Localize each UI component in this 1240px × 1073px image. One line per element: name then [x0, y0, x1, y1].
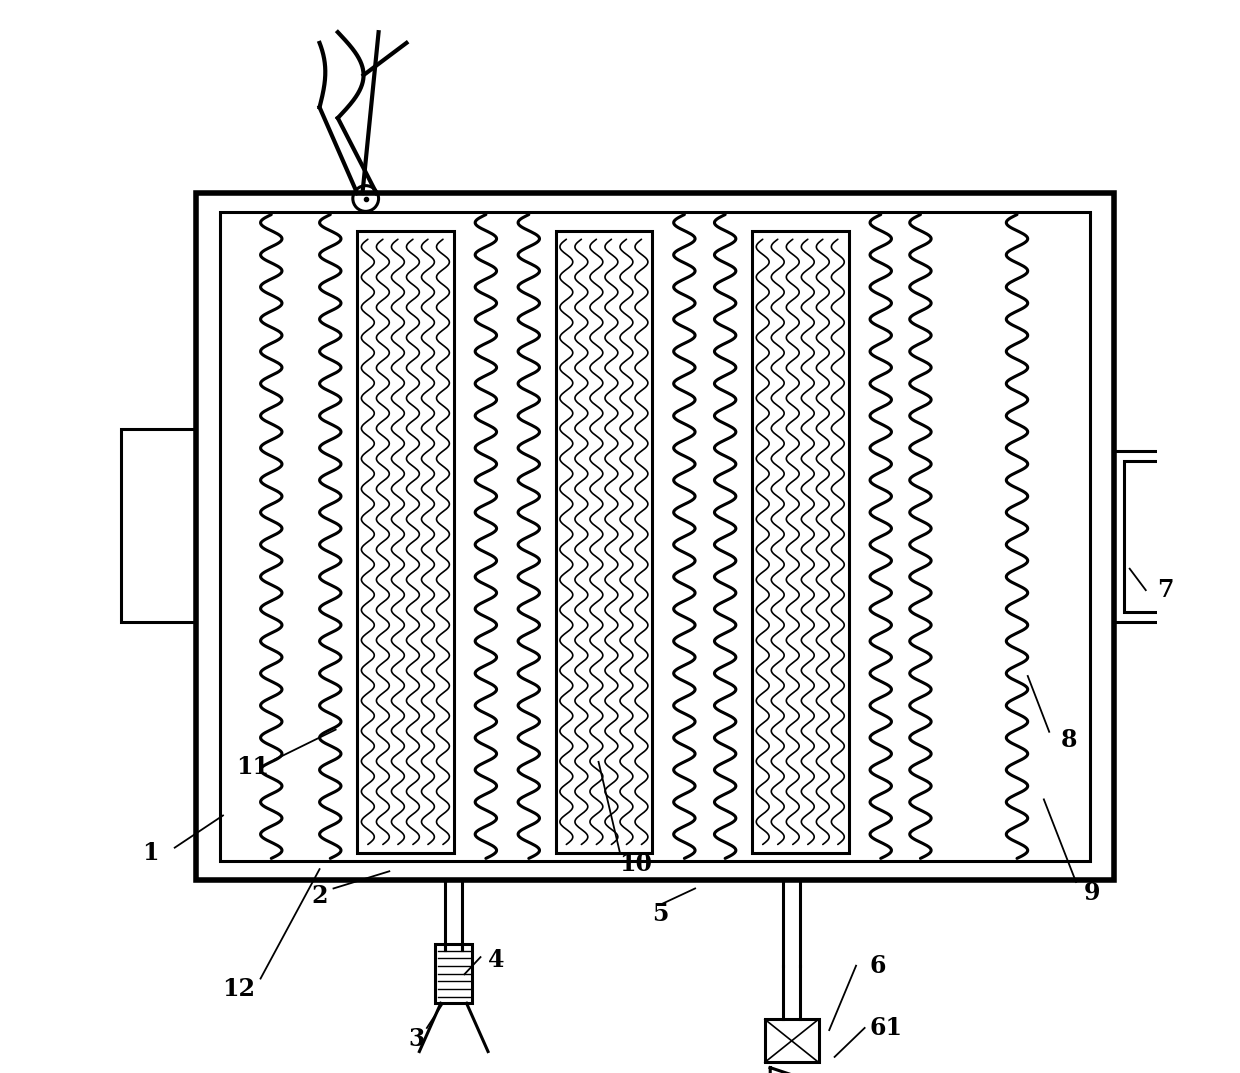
Bar — [1114, 451, 1183, 622]
Bar — [219, 212, 1090, 861]
Text: 5: 5 — [652, 902, 668, 926]
Text: 10: 10 — [620, 852, 652, 876]
Text: 7: 7 — [1157, 578, 1173, 602]
Text: 4: 4 — [489, 949, 505, 972]
Text: 12: 12 — [223, 978, 255, 1001]
Text: 6: 6 — [869, 954, 885, 978]
Bar — [122, 429, 196, 622]
Text: 11: 11 — [237, 755, 269, 779]
Bar — [751, 231, 848, 853]
Bar — [556, 231, 652, 853]
Bar — [196, 193, 1114, 880]
Text: 3: 3 — [408, 1027, 424, 1050]
Bar — [1125, 461, 1169, 612]
Bar — [357, 231, 454, 853]
Text: 1: 1 — [141, 841, 159, 865]
Text: 2: 2 — [311, 884, 327, 908]
Text: 8: 8 — [1060, 729, 1076, 752]
Text: 61: 61 — [869, 1016, 903, 1040]
Bar — [435, 944, 472, 1003]
Bar — [765, 1019, 818, 1062]
Text: 9: 9 — [1084, 881, 1100, 905]
